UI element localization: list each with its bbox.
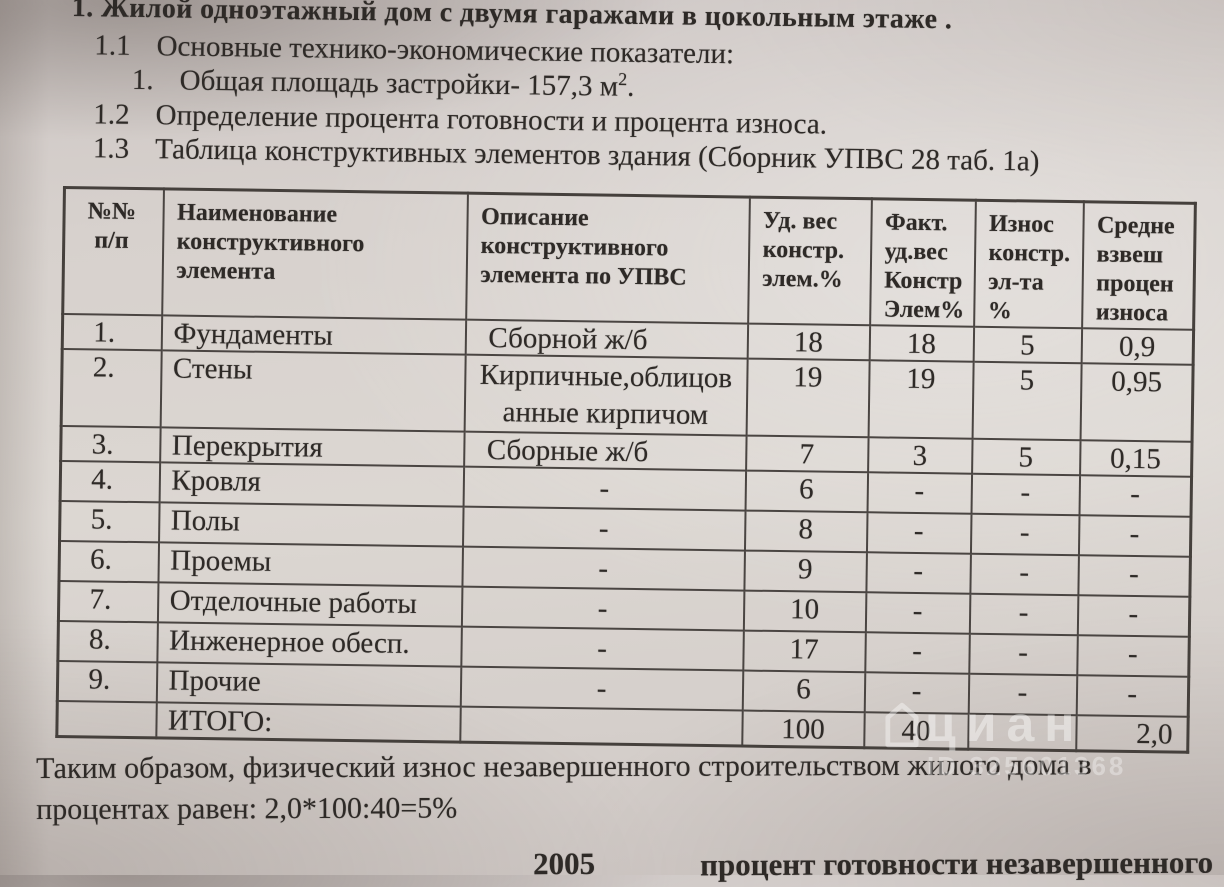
cell: Кирпичные,облицов анные кирпичом: [464, 354, 748, 436]
cell: 7.: [58, 580, 158, 623]
cell: -: [969, 593, 1078, 636]
cell: 8: [744, 510, 868, 553]
column-header: Уд. вес констр. элем.%: [747, 197, 872, 326]
cell: 6: [742, 670, 865, 713]
cell: -: [971, 473, 1080, 516]
cell: 3.: [60, 425, 161, 463]
cell: Перекрытия: [159, 427, 465, 467]
cell: 0,15: [1079, 440, 1193, 477]
item-text-tail: .: [626, 70, 635, 103]
cell: 0,95: [1080, 363, 1194, 442]
column-header: №№ п/п: [62, 187, 164, 316]
cell: -: [463, 466, 746, 511]
construction-elements-table: №№ п/п Наименование конструктивного элеме…: [55, 186, 1197, 754]
intro-item-1-3: 1.3 Таблица конструктивных элементов здан…: [93, 132, 1040, 178]
cell: 0,9: [1081, 328, 1194, 365]
cell: -: [460, 626, 744, 671]
cell: 9: [743, 550, 867, 593]
column-header: Средне взвеш процен износа: [1081, 201, 1196, 330]
cell: -: [867, 472, 972, 514]
cell: Фундаменты: [161, 315, 466, 355]
column-header: Наименование конструктивного элемента: [161, 188, 468, 320]
cell: -: [969, 553, 1079, 596]
cell: 19: [746, 358, 870, 438]
cell: -: [864, 672, 969, 714]
item-text: Основные технико-экономические показател…: [156, 30, 735, 71]
bottom-year: 2005: [532, 845, 596, 882]
cell: -: [1076, 675, 1189, 717]
cell: -: [460, 666, 743, 711]
cell: -: [1078, 515, 1191, 557]
cell: 8.: [57, 620, 158, 663]
cell: 17: [742, 630, 866, 673]
cell: 10: [743, 590, 866, 633]
item-text: Таблица конструктивных элементов здания …: [154, 133, 1040, 178]
cell: -: [461, 546, 745, 591]
cell: 1.: [62, 314, 162, 351]
cell: -: [461, 586, 744, 631]
cell: 18: [747, 323, 870, 361]
item-number: 1.1: [94, 29, 131, 62]
cell: Сборной ж/б: [465, 319, 748, 359]
cell: -: [1076, 635, 1190, 677]
item-number: 1.: [131, 63, 154, 97]
conclusion-text: Таким образом, физический износ незаверш…: [36, 748, 1092, 826]
bottom-text: процент готовности незавершенного: [700, 844, 1214, 883]
bottom-clipped-line: 2005 процент готовности незавершенного: [0, 843, 1224, 883]
cell: 7: [745, 435, 869, 473]
cell: 40: [863, 712, 969, 750]
cell: 5: [972, 361, 1082, 441]
intro-block: 1. Жилой одноэтажный дом с двумя гаражам…: [0, 0, 1224, 178]
cell: 100: [741, 710, 865, 748]
cell: -: [970, 513, 1080, 556]
cell: 2.: [61, 349, 162, 428]
item-number: 1.3: [92, 132, 130, 165]
cell: Полы: [158, 502, 464, 547]
cell: Сборные ж/б: [463, 431, 747, 471]
cell: -: [865, 592, 970, 634]
cell: -: [968, 673, 1077, 716]
intro-item-area: 1. Общая площадь застройки- 157,3 м2.: [132, 64, 635, 104]
cell: -: [1079, 475, 1192, 517]
cell: 19: [868, 360, 974, 439]
cell: ИТОГО:: [155, 702, 461, 743]
cell: 5.: [59, 500, 160, 543]
column-header: Описание конструктивного элемента по УПВ…: [465, 193, 750, 324]
column-header: Износ констр. эл-та %: [973, 200, 1084, 329]
cell: Отделочные работы: [157, 582, 462, 627]
cell: Стены: [160, 350, 466, 432]
cell: Прочие: [156, 662, 461, 707]
cell: 18: [869, 325, 974, 362]
cell: -: [462, 506, 746, 551]
cell: [56, 700, 157, 738]
cell: Проемы: [157, 542, 463, 587]
cell: 4.: [60, 460, 160, 503]
cell: Инженерное обесп.: [156, 622, 462, 667]
cell: 6.: [58, 540, 159, 583]
cell: 3: [867, 437, 973, 474]
item-text: Общая площадь застройки- 157,3 м: [179, 64, 619, 103]
cell: 6: [745, 470, 868, 513]
cell: -: [865, 552, 971, 594]
cell: -: [864, 632, 970, 674]
cell: 5: [973, 326, 1082, 364]
column-header: Факт. уд.вес Констр Элем%: [869, 198, 976, 327]
cell: Кровля: [159, 462, 464, 507]
cell: [459, 706, 743, 747]
table-header-row: №№ п/п Наименование конструктивного элеме…: [62, 187, 1196, 330]
cell: 5: [971, 438, 1081, 476]
cell: -: [968, 633, 1078, 676]
cell: 9.: [57, 660, 157, 703]
cell: -: [1077, 595, 1190, 637]
cell: -: [866, 512, 972, 554]
table-body: 1. Фундаменты Сборной ж/б 18 18 5 0,9 2. Стены Ки…: [56, 314, 1194, 753]
cell: -: [1077, 555, 1191, 597]
item-number: 1.2: [93, 98, 130, 131]
